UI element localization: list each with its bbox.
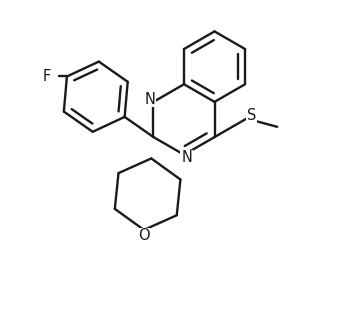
Text: N: N [145,92,156,107]
Text: O: O [138,228,150,243]
Text: F: F [42,69,51,84]
Text: N: N [181,150,192,165]
Text: S: S [247,108,256,123]
